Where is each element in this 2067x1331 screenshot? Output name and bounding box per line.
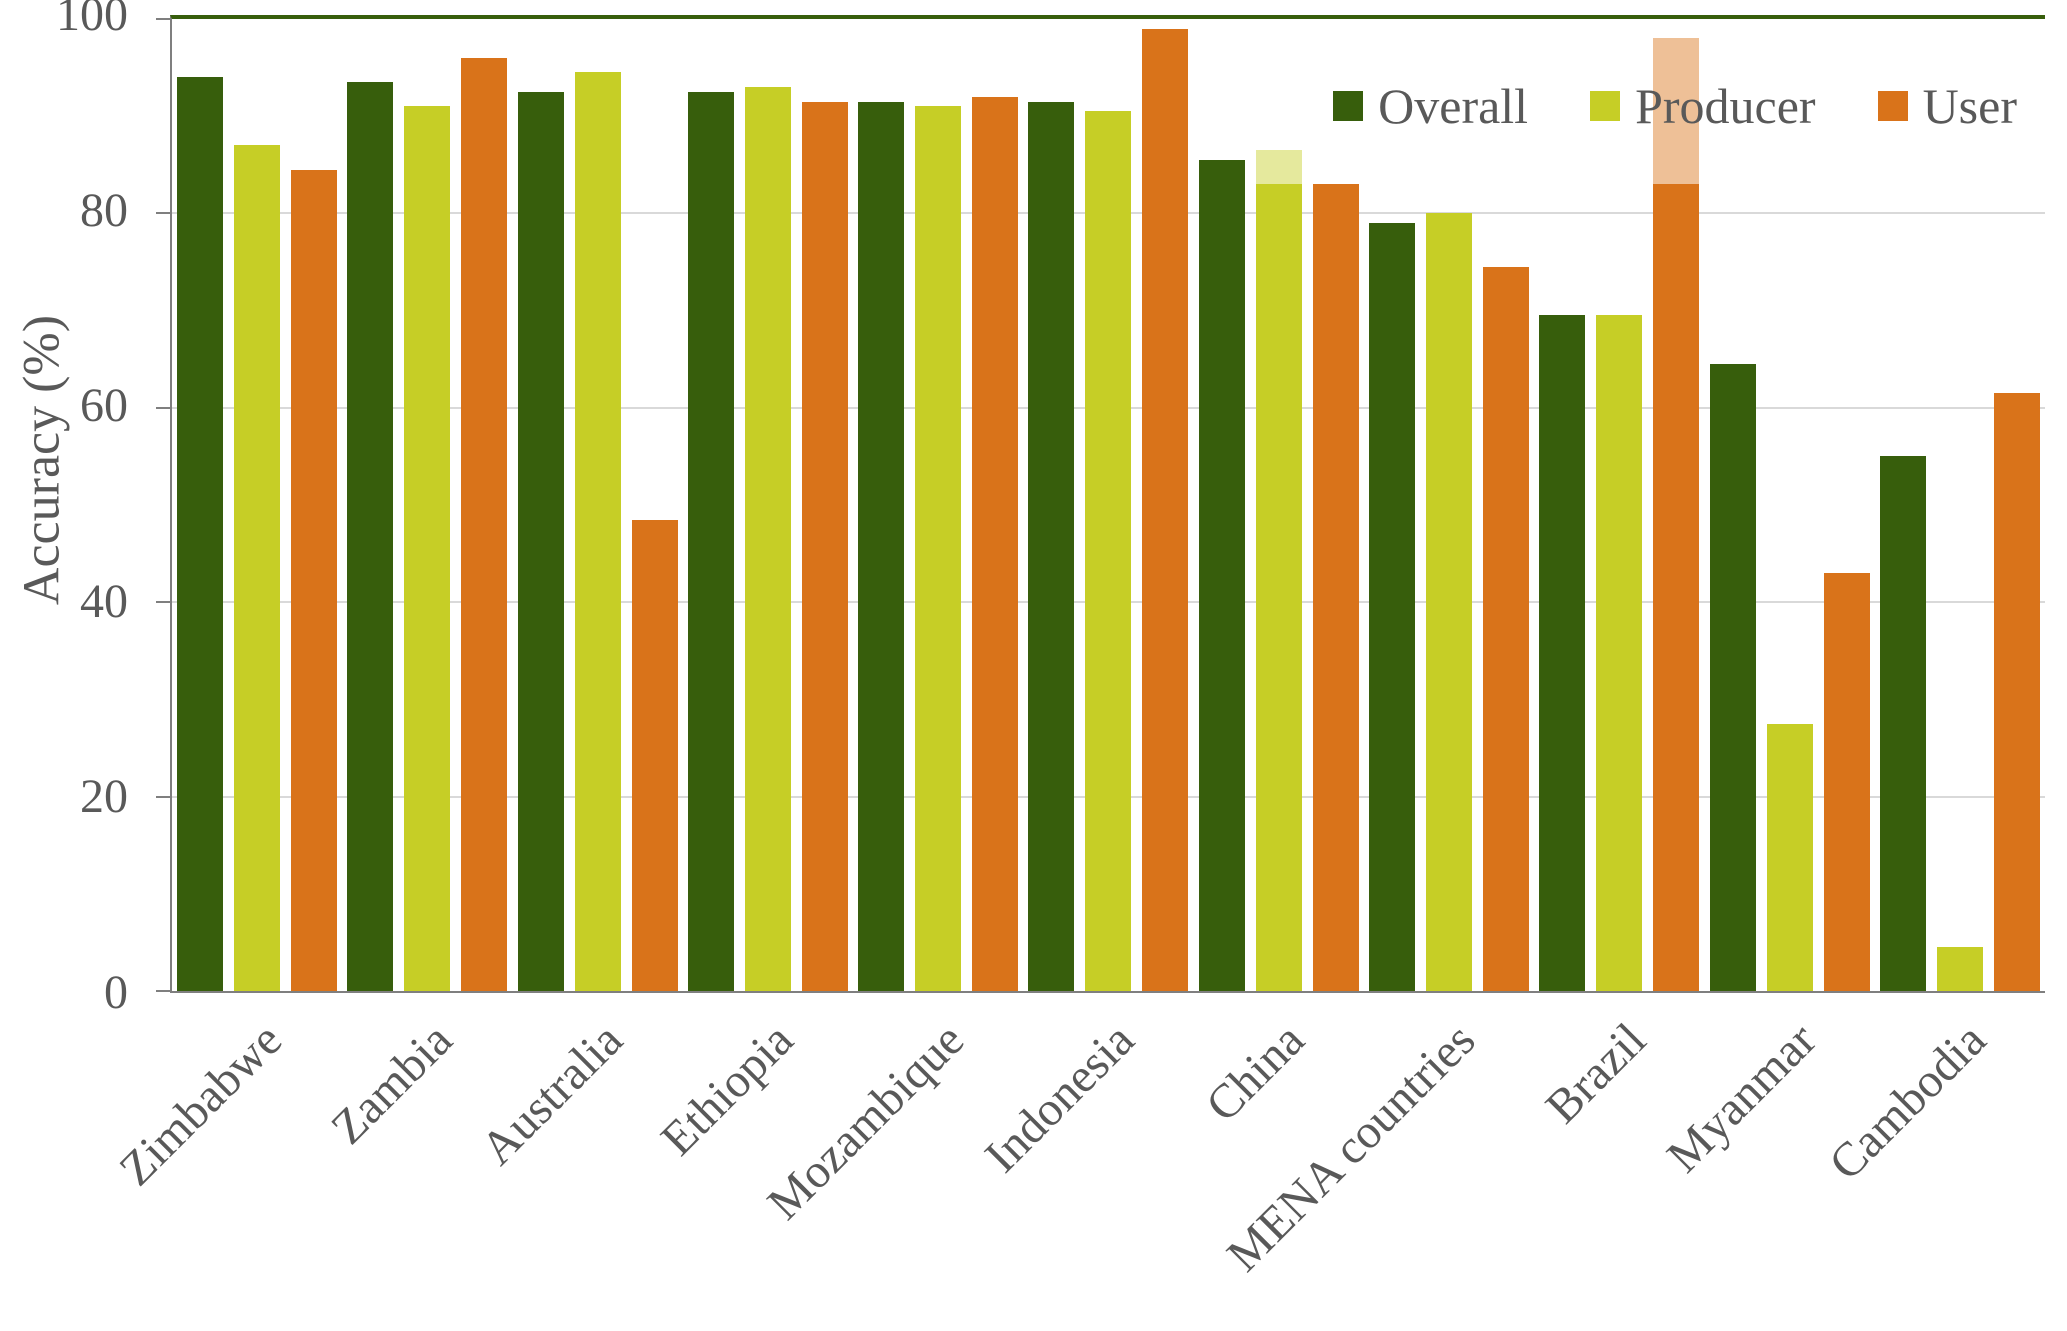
y-tick-mark-60 [156,406,170,409]
x-label-china: China [1196,1013,1315,1132]
x-label-cambodia: Cambodia [1819,1013,1997,1191]
bar-producer-australia [574,72,621,991]
bar-overall-myanmar [1709,364,1756,991]
y-tick-mark-100 [156,18,170,20]
bar-overall-brazil [1539,315,1586,991]
legend-item-overall: Overall [1333,81,1528,131]
bar-overall-cambodia [1879,456,1926,991]
bar-group-china [1194,19,1364,991]
bar-group-mena-countries [1364,19,1534,991]
legend: Overall Producer User [1333,81,2017,131]
bar-user-mena-countries [1482,266,1529,991]
bar-user-myanmar [1823,573,1870,991]
bar-user-mozambique [972,96,1019,991]
y-tick-label-80: 80 [80,183,128,237]
bar-overall-mena-countries [1368,223,1415,991]
legend-label-user: User [1922,78,2017,134]
y-tick-label-0: 0 [104,966,128,1019]
y-tick-mark-20 [156,795,170,798]
legend-item-producer: Producer [1590,81,1816,131]
bar-user-cambodia [1993,393,2040,991]
bar-overall-china [1198,159,1245,991]
bar-producer-ethiopia [744,87,791,991]
legend-label-producer: Producer [1635,78,1816,134]
bar-producer-brazil [1596,315,1643,991]
y-tick-mark-80 [156,212,170,215]
bar-producer-myanmar [1766,723,1813,991]
x-label-indonesia: Indonesia [974,1013,1145,1183]
bar-producer-mena-countries [1425,213,1472,991]
legend-item-user: User [1877,78,2017,134]
x-label-brazil: Brazil [1535,1013,1656,1134]
bar-overall-indonesia [1028,101,1075,991]
bar-overall-australia [517,91,564,991]
bar-groups [172,19,2045,991]
legend-swatch-overall [1333,91,1364,121]
bar-overall-mozambique [858,101,905,991]
bar-overall-ethiopia [687,91,734,991]
bar-group-brazil [1534,19,1704,991]
bar-producer-indonesia [1085,111,1132,991]
y-axis-tick-labels: 0 20 40 60 80 100 [0,0,150,1017]
y-tick-mark-40 [156,601,170,604]
bar-producer-mozambique [915,106,962,991]
bar-group-zambia [342,19,512,991]
bar-group-ethiopia [683,19,853,991]
bar-user-zimbabwe [291,169,338,991]
bar-user-indonesia [1142,28,1189,991]
bar-group-myanmar [1704,19,1874,991]
bar-group-cambodia [1875,19,2045,991]
bar-overall-zambia [347,82,394,991]
bar-user-ethiopia [801,101,848,991]
bar-overall-zimbabwe [177,77,224,991]
bar-group-zimbabwe [172,19,342,991]
y-tick-label-20: 20 [80,770,128,824]
bar-group-indonesia [1023,19,1193,991]
bar-producer-china [1255,150,1302,991]
x-label-ethiopia: Ethiopia [650,1013,804,1166]
bar-group-australia [513,19,683,991]
bar-producer-zimbabwe [234,145,281,991]
legend-swatch-producer [1590,91,1621,121]
x-label-zambia: Zambia [321,1013,463,1155]
bar-producer-zambia [404,106,451,991]
bar-faded-top [1653,38,1700,185]
bar-user-zambia [461,57,508,991]
y-tick-label-100: 100 [56,0,128,41]
bar-user-china [1312,184,1359,991]
bar-faded-top [1255,150,1302,185]
y-tick-mark-0 [156,990,170,992]
legend-swatch-user [1877,91,1908,121]
bar-user-brazil [1653,38,1700,991]
x-axis-category-labels: Zimbabwe Zambia Australia Ethiopia Mozambiqu… [109,1008,2045,1331]
x-label-zimbabwe: Zimbabwe [109,1013,293,1196]
bar-group-mozambique [853,19,1023,991]
y-tick-label-40: 40 [80,574,128,628]
plot-area: Overall Producer User [156,15,2045,993]
legend-label-overall: Overall [1378,78,1529,134]
bar-producer-cambodia [1936,947,1983,991]
bar-user-australia [631,519,678,991]
y-tick-label-60: 60 [80,379,128,433]
x-label-australia: Australia [471,1013,633,1176]
x-label-myanmar: Myanmar [1656,1013,1827,1183]
